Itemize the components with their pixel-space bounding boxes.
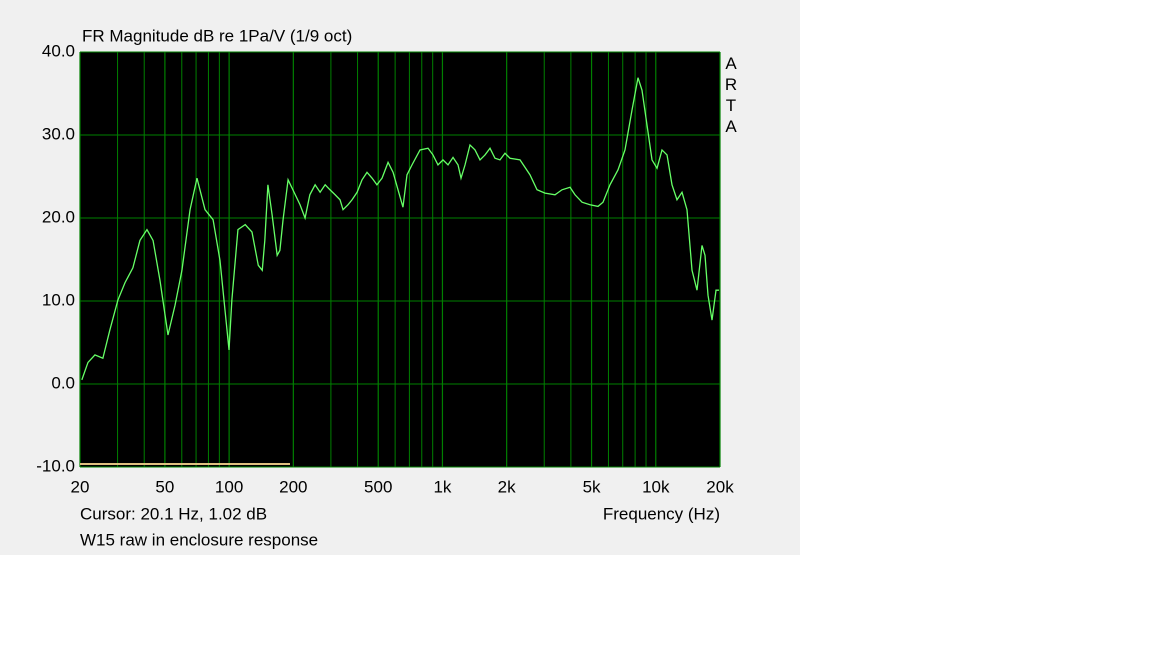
x-tick-label: 200 xyxy=(279,477,307,496)
y-tick-label: 10.0 xyxy=(42,290,75,309)
x-tick-label: 2k xyxy=(498,477,516,496)
x-tick-label: 500 xyxy=(364,477,392,496)
x-tick-label: 20k xyxy=(706,477,734,496)
y-tick-label: 40.0 xyxy=(42,41,75,60)
caption: W15 raw in enclosure response xyxy=(80,530,318,549)
x-tick-label: 10k xyxy=(642,477,670,496)
x-axis-label: Frequency (Hz) xyxy=(603,504,720,523)
y-tick-label: -10.0 xyxy=(36,456,75,475)
y-tick-label: 30.0 xyxy=(42,124,75,143)
x-tick-label: 100 xyxy=(215,477,243,496)
x-tick-label: 5k xyxy=(583,477,601,496)
response-curve xyxy=(81,77,719,381)
y-tick-label: 0.0 xyxy=(51,373,75,392)
chart-title: FR Magnitude dB re 1Pa/V (1/9 oct) xyxy=(82,26,352,45)
cursor-readout: Cursor: 20.1 Hz, 1.02 dB xyxy=(80,504,267,523)
x-tick-label: 1k xyxy=(433,477,451,496)
x-tick-label: 20 xyxy=(71,477,90,496)
x-tick-label: 50 xyxy=(155,477,174,496)
chart: FR Magnitude dB re 1Pa/V (1/9 oct) Curso… xyxy=(36,26,734,549)
watermark: ARTA xyxy=(724,54,738,136)
y-tick-label: 20.0 xyxy=(42,207,75,226)
plot-area xyxy=(80,52,720,467)
